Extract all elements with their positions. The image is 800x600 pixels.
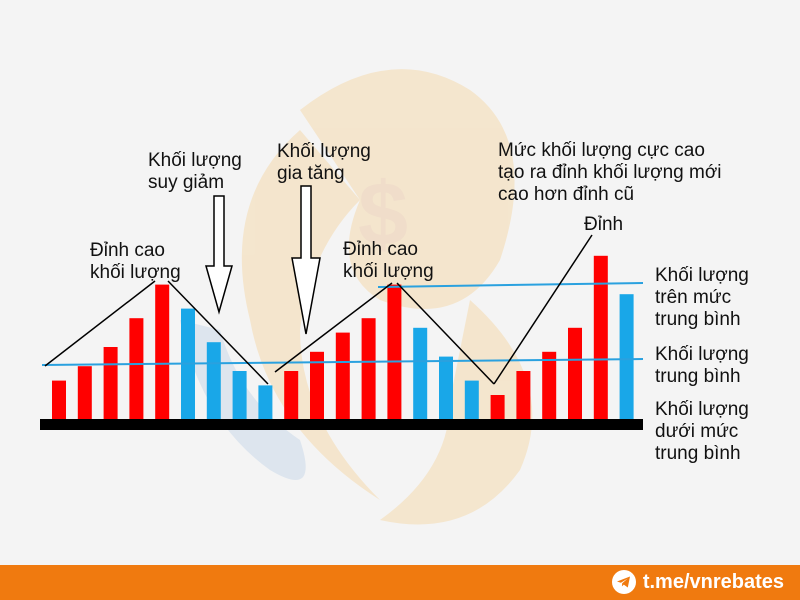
annotation-decreasing: Khối lượng suy giảm [148,150,242,193]
volume-bar-10 [284,371,299,419]
svg-text:$: $ [358,165,408,265]
volume-bar-16 [439,356,453,419]
down-arrow-icon [205,195,233,315]
telegram-icon[interactable] [612,570,636,594]
volume-bar-9 [258,385,273,419]
volume-bar-21 [568,327,582,419]
logo-watermark: $ [180,69,533,525]
annotation-increasing: Khối lượng gia tăng [277,141,371,184]
volume-bar-22 [593,255,608,419]
volume-bar-20 [542,351,557,419]
volume-bar-13 [361,318,376,419]
annotation-peak: Đỉnh [584,214,624,235]
label-above-average: Khối lượng trên mức trung bình [655,265,749,330]
volume-bar-15 [413,327,428,419]
volume-bar-23 [619,294,634,419]
volume-bar-17 [464,380,479,419]
footer-bar: t.me/vnrebates [0,565,800,600]
label-average: Khối lượng trung bình [655,344,749,387]
volume-bar-18 [490,395,505,419]
volume-bar-5 [155,284,170,419]
average-line [41,358,644,366]
volume-bar-4 [129,318,144,419]
volume-bar-2 [77,366,92,419]
volume-bar-19 [516,371,531,419]
annotation-peak-middle: Đỉnh cao khối lượng [343,239,434,282]
volume-bar-8 [232,371,247,419]
volume-bar-11 [310,351,324,419]
telegram-link[interactable]: t.me/vnrebates [642,571,784,593]
volume-bar-3 [103,347,118,419]
volume-bar-1 [52,380,66,419]
baseline [40,419,643,430]
annotation-peak-left: Đỉnh cao khối lượng [90,240,181,283]
volume-bar-14 [387,284,402,419]
trend-lines [44,234,593,385]
above-average-line [377,282,644,288]
volume-chart: $ [40,69,644,525]
down-arrow-icon [291,185,321,335]
volume-bar-7 [206,342,221,419]
annotation-record: Mức khối lượng cực cao tạo ra đỉnh khối … [498,140,722,205]
label-below-average: Khối lượng dưới mức trung bình [655,399,749,464]
volume-bar-12 [335,332,350,419]
